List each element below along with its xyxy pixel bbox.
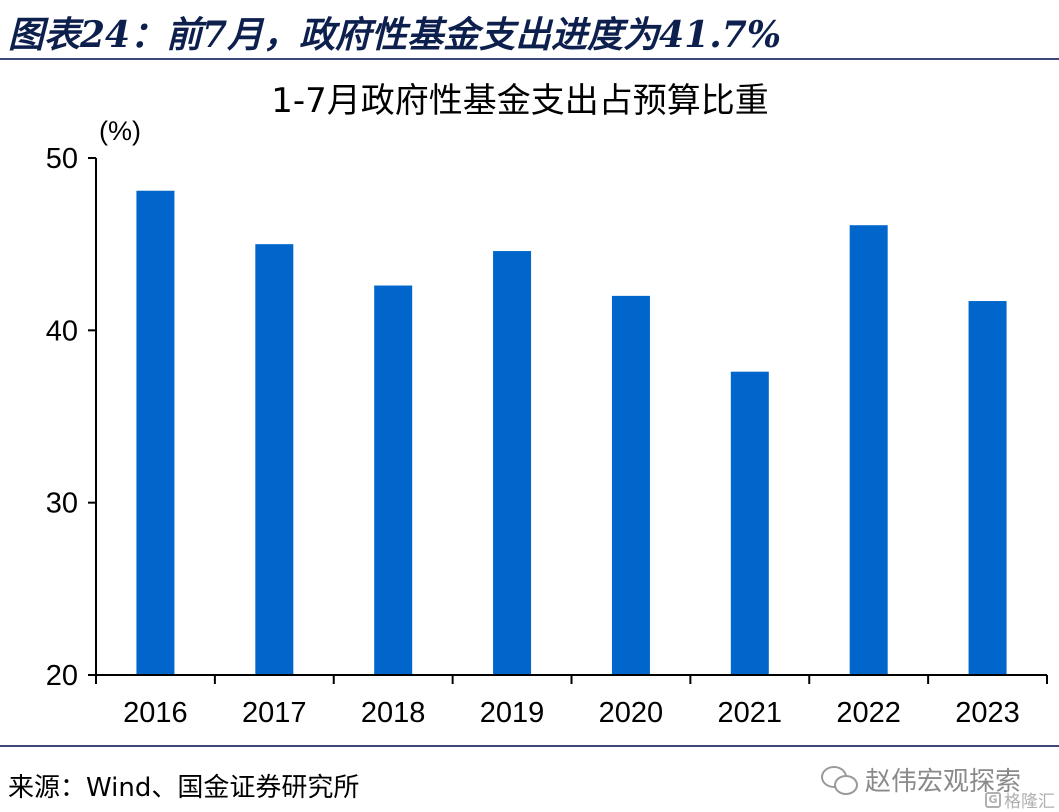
chart-area: 1-7月政府性基金支出占预算比重 (%) 50 40 30 20 2016 2017 201…: [0, 60, 1059, 740]
figure-title: 图表24：前7月，政府性基金支出进度为41.7%: [8, 14, 782, 56]
bar-2017: [255, 244, 294, 675]
g-icon: G: [985, 791, 1001, 808]
x-tick-label: 2021: [718, 697, 783, 729]
bar-2023: [968, 301, 1007, 675]
x-tick-label: 2022: [836, 697, 901, 729]
figure-header: 图表24：前7月，政府性基金支出进度为41.7%: [0, 0, 1059, 60]
axes-group: 50 40 30 20 2016 2017 2018 2019 2020 2021 2022 2023: [46, 143, 1048, 729]
y-tick-label: 20: [46, 660, 78, 692]
x-tick-label: 2018: [361, 697, 426, 729]
site-mark-text: 格隆汇: [1004, 792, 1055, 812]
bar-2016: [136, 190, 175, 675]
bar-2021: [730, 371, 769, 675]
x-tick-label: 2020: [599, 697, 664, 729]
bars-group: [136, 190, 1007, 675]
x-tick-label: 2019: [480, 697, 545, 729]
y-tick-label: 30: [46, 488, 78, 520]
x-tick-label: 2017: [242, 697, 307, 729]
bar-2018: [374, 285, 413, 675]
wechat-icon: [820, 764, 859, 796]
chart-title: 1-7月政府性基金支出占预算比重: [271, 81, 769, 121]
site-mark: G 格隆汇: [985, 787, 1055, 812]
y-axis-unit: (%): [99, 116, 141, 146]
y-tick-label: 50: [46, 143, 78, 175]
x-tick-label: 2016: [123, 697, 188, 729]
bar-chart: 1-7月政府性基金支出占预算比重 (%) 50 40 30 20 2016 2017 201…: [46, 81, 1048, 729]
footer: 来源：Wind、国金证券研究所 赵伟宏观探索 G 格隆汇: [0, 745, 1059, 812]
source-note: 来源：Wind、国金证券研究所: [8, 773, 360, 803]
watermark: 赵伟宏观探索: [820, 761, 1021, 798]
x-tick-label: 2023: [955, 697, 1020, 729]
bar-2020: [611, 295, 650, 675]
bar-2019: [493, 251, 532, 675]
y-tick-label: 40: [46, 315, 78, 347]
bar-2022: [849, 225, 888, 675]
